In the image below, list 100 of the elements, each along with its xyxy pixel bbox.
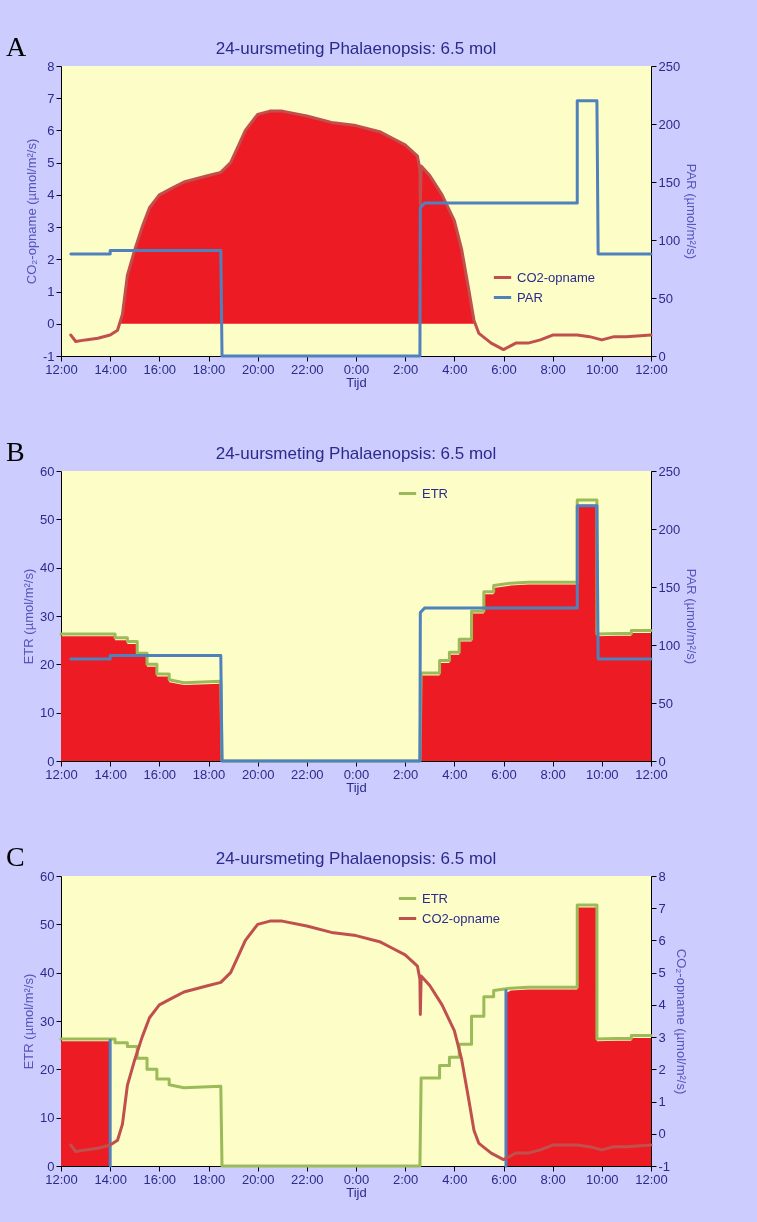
x-tick-label: 14:00 [94, 1171, 127, 1187]
y2-tick-label: 0 [658, 1126, 666, 1142]
y2-tick-label: 7 [658, 900, 666, 916]
y2-axis-title: PAR (µmol/m²/s) [684, 163, 700, 260]
y-tick-label: 3 [47, 219, 55, 235]
x-tick-label: 12:00 [635, 766, 668, 782]
x-tick-label: 2:00 [393, 361, 419, 377]
x-tick-label: 18:00 [192, 361, 226, 377]
y-tick-label: 40 [40, 965, 55, 981]
x-tick-label: 2:00 [393, 766, 419, 782]
x-tick-label: 0:00 [343, 361, 370, 377]
y-tick-label: 20 [40, 1061, 55, 1077]
y-tick-label: 0 [47, 1158, 55, 1174]
x-tick-label: 0:00 [343, 1171, 370, 1187]
x-tick-label: 12:00 [45, 1171, 78, 1187]
y2-axis-title: CO₂-opname (µmol/m²/s) [674, 948, 690, 1095]
x-tick-label: 16:00 [143, 1171, 177, 1187]
x-tick-label: 14:00 [94, 361, 127, 377]
y2-tick-label: 200 [658, 116, 681, 132]
x-tick-label: 4:00 [442, 766, 468, 782]
x-tick-label: 8:00 [540, 361, 566, 377]
y-tick-label: 10 [40, 705, 55, 721]
y2-tick-label: 1 [658, 1094, 666, 1110]
y-tick-label: 30 [40, 1013, 55, 1029]
y2-tick-label: 150 [658, 174, 681, 190]
x-tick-label: 12:00 [635, 361, 668, 377]
y2-tick-label: 150 [658, 579, 681, 595]
x-tick-label: 22:00 [291, 1171, 324, 1187]
y2-tick-label: 0 [658, 753, 666, 769]
chart-title: 24-uursmeting Phalaenopsis: 6.5 mol [215, 39, 497, 58]
legend-label: CO2-opname [422, 910, 501, 926]
y-tick-label: 60 [40, 463, 55, 479]
x-tick-label: 12:00 [635, 1171, 668, 1187]
y-tick-label: 40 [40, 560, 55, 576]
chart-title: 24-uursmeting Phalaenopsis: 6.5 mol [215, 444, 497, 463]
text: C [6, 841, 25, 872]
y2-tick-label: 2 [658, 1061, 666, 1077]
x-tick-label: 10:00 [586, 361, 619, 377]
y2-tick-label: 200 [658, 521, 681, 537]
x-tick-label: 4:00 [442, 361, 468, 377]
y2-tick-label: 100 [658, 232, 681, 248]
y2-tick-label: 5 [658, 965, 666, 981]
y2-tick-label: 50 [658, 290, 673, 306]
x-tick-label: 6:00 [491, 766, 517, 782]
legend-label: CO2-opname [517, 269, 596, 285]
x-tick-label: 22:00 [291, 361, 324, 377]
x-tick-label: 18:00 [192, 1171, 226, 1187]
y-tick-label: 5 [47, 155, 55, 171]
x-tick-label: 2:00 [393, 1171, 419, 1187]
y-tick-label: 20 [40, 656, 55, 672]
y-tick-label: 0 [47, 316, 55, 332]
x-tick-label: 8:00 [540, 1171, 566, 1187]
y2-tick-label: 4 [658, 997, 666, 1013]
x-tick-label: 6:00 [491, 361, 517, 377]
y2-tick-label: 6 [658, 932, 666, 948]
y-tick-label: 2 [47, 251, 55, 267]
y-tick-label: 1 [47, 284, 55, 300]
x-tick-label: 0:00 [343, 766, 370, 782]
x-tick-label: 4:00 [442, 1171, 468, 1187]
y2-tick-label: -1 [658, 1158, 671, 1174]
y-tick-label: -1 [42, 348, 55, 364]
y2-axis-title: PAR (µmol/m²/s) [684, 568, 700, 665]
chart-title: 24-uursmeting Phalaenopsis: 6.5 mol [215, 849, 497, 868]
y2-tick-label: 8 [658, 868, 666, 884]
x-tick-label: 20:00 [241, 361, 275, 377]
x-tick-label: 12:00 [45, 766, 78, 782]
y-tick-label: 7 [47, 90, 55, 106]
y2-tick-label: 250 [658, 463, 681, 479]
x-tick-label: 14:00 [94, 766, 127, 782]
x-axis-title: Tijd [346, 1184, 367, 1200]
y-tick-label: 6 [47, 122, 55, 138]
y-tick-label: 60 [40, 868, 55, 884]
x-tick-label: 10:00 [586, 1171, 619, 1187]
y-tick-label: 4 [47, 187, 55, 203]
y2-tick-label: 100 [658, 637, 681, 653]
text: B [6, 436, 25, 467]
y2-tick-label: 0 [658, 348, 666, 364]
y-axis-title: ETR (µmol/m²/s) [21, 568, 37, 665]
legend-label: ETR [422, 890, 448, 906]
x-tick-label: 12:00 [45, 361, 78, 377]
y-tick-label: 50 [40, 511, 55, 527]
x-axis-title: Tijd [346, 374, 367, 390]
y2-tick-label: 3 [658, 1029, 666, 1045]
y-tick-label: 50 [40, 916, 55, 932]
x-tick-label: 10:00 [586, 766, 619, 782]
y2-tick-label: 50 [658, 695, 673, 711]
y-tick-label: 30 [40, 608, 55, 624]
legend-label: ETR [422, 485, 448, 501]
x-axis-title: Tijd [346, 779, 367, 795]
y-axis-title: ETR (µmol/m²/s) [21, 973, 37, 1070]
x-tick-label: 16:00 [143, 361, 177, 377]
y-tick-label: 10 [40, 1110, 55, 1126]
y2-tick-label: 250 [658, 58, 681, 74]
y-tick-label: 8 [47, 58, 55, 74]
x-tick-label: 16:00 [143, 766, 177, 782]
x-tick-label: 6:00 [491, 1171, 517, 1187]
x-tick-label: 20:00 [241, 1171, 275, 1187]
y-tick-label: 0 [47, 753, 55, 769]
y-axis-title: CO₂-opname (µmol/m²/s) [23, 138, 39, 285]
text: A [6, 31, 27, 62]
